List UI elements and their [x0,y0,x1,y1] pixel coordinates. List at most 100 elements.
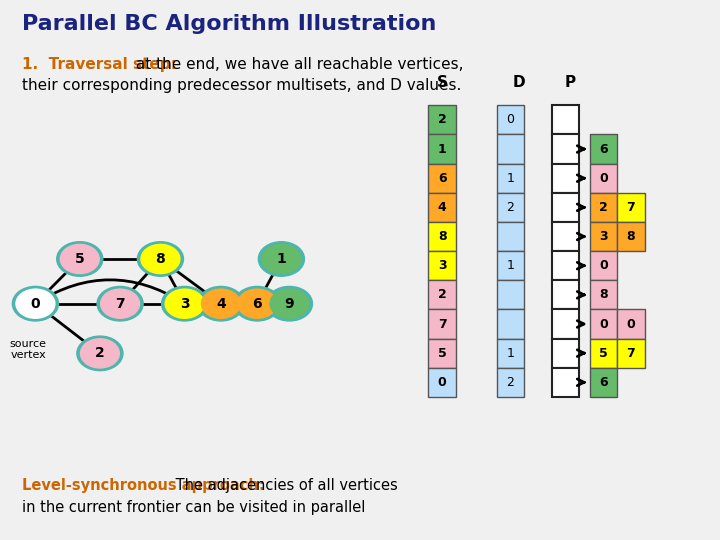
Text: 2: 2 [599,201,608,214]
Bar [590,368,617,397]
Bar [552,368,579,397]
Bar [590,134,617,164]
Bar [552,222,579,251]
Text: 3: 3 [599,230,608,243]
Circle shape [258,242,305,276]
Bar [428,251,456,280]
Text: 0: 0 [626,318,635,330]
Circle shape [138,242,184,276]
Text: 7: 7 [438,318,446,330]
Text: 0: 0 [31,296,40,310]
Circle shape [234,286,280,321]
Circle shape [57,242,103,276]
Bar [617,193,644,222]
Text: 0: 0 [599,318,608,330]
Bar [497,105,524,134]
Text: 0: 0 [506,113,515,126]
Bar [428,193,456,222]
Circle shape [141,245,180,274]
Bar [497,309,524,339]
FancyArrowPatch shape [37,280,182,302]
Bar [497,368,524,397]
Circle shape [270,289,309,318]
Text: 1: 1 [507,259,514,272]
Text: 1: 1 [438,143,446,156]
Text: 6: 6 [599,376,608,389]
Bar [590,193,617,222]
Bar [428,368,456,397]
Text: 8: 8 [156,252,166,266]
Bar [497,339,524,368]
Bar [497,222,524,251]
Bar [497,134,524,164]
Bar [590,339,617,368]
Bar [617,339,644,368]
Text: 2: 2 [507,376,514,389]
Bar [552,134,579,164]
Bar [590,251,617,280]
Bar [428,105,456,134]
Circle shape [266,286,312,321]
Text: at the end, we have all reachable vertices,: at the end, we have all reachable vertic… [131,57,464,72]
Bar [617,222,644,251]
Text: 1: 1 [507,347,514,360]
Circle shape [12,286,58,321]
Bar [428,309,456,339]
Bar [428,222,456,251]
Bar [552,339,579,368]
Text: 7: 7 [115,296,125,310]
Text: in the current frontier can be visited in parallel: in the current frontier can be visited i… [22,500,365,515]
Circle shape [16,289,55,318]
Text: Parallel BC Algorithm Illustration: Parallel BC Algorithm Illustration [22,14,436,33]
Text: 0: 0 [599,259,608,272]
Text: 5: 5 [75,252,85,266]
Text: 7: 7 [626,201,635,214]
Bar [552,164,579,193]
Text: 2: 2 [438,288,446,301]
Text: 4: 4 [438,201,446,214]
Text: 7: 7 [626,347,635,360]
Bar [590,280,617,309]
Circle shape [101,289,140,318]
Bar [497,193,524,222]
Bar [552,105,579,134]
Bar [552,251,579,280]
Bar [428,134,456,164]
Text: The adjacencies of all vertices: The adjacencies of all vertices [171,478,398,493]
Text: 9: 9 [284,296,294,310]
Text: 2: 2 [95,346,105,360]
Text: 6: 6 [599,143,608,156]
Text: S: S [436,75,448,90]
Text: 8: 8 [626,230,635,243]
Bar [428,339,456,368]
Circle shape [161,286,207,321]
Text: 5: 5 [438,347,446,360]
Text: source
vertex: source vertex [10,339,47,360]
Text: 6: 6 [438,172,446,185]
Text: 1: 1 [507,172,514,185]
Text: 3: 3 [180,296,189,310]
Text: 1.  Traversal step:: 1. Traversal step: [22,57,176,72]
Circle shape [202,289,240,318]
Bar [590,309,617,339]
Circle shape [81,339,120,368]
Bar [428,164,456,193]
Text: 3: 3 [438,259,446,272]
Text: their corresponding predecessor multisets, and D values.: their corresponding predecessor multiset… [22,78,461,93]
Text: 2: 2 [438,113,446,126]
Text: 8: 8 [599,288,608,301]
Bar [552,309,579,339]
Bar [590,222,617,251]
Circle shape [238,289,276,318]
Circle shape [77,336,123,370]
Bar [497,280,524,309]
Bar [617,309,644,339]
Text: 2: 2 [507,201,514,214]
Text: 0: 0 [438,376,446,389]
Bar [590,164,617,193]
Text: 4: 4 [216,296,226,310]
Bar [428,280,456,309]
Bar [497,251,524,280]
Bar [552,193,579,222]
Text: 8: 8 [438,230,446,243]
